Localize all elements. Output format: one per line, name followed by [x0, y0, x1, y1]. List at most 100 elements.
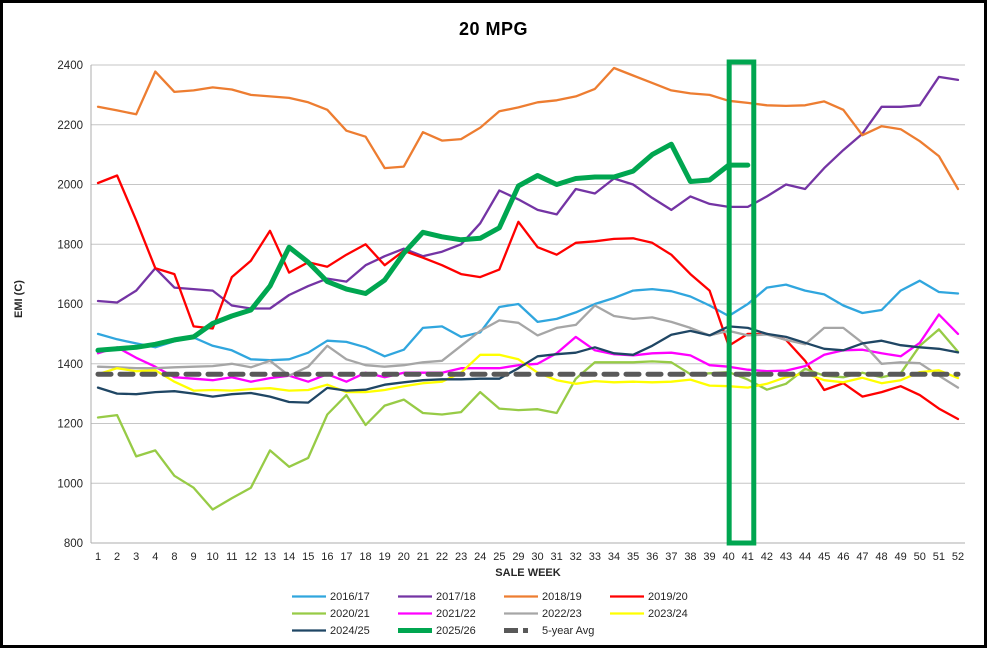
y-tick-label: 2400 — [57, 60, 83, 72]
series-line-2017-18[interactable] — [96, 75, 960, 310]
y-tick-label: 1600 — [57, 299, 83, 311]
x-tick-label: 52 — [952, 551, 964, 563]
legend-swatch — [504, 628, 538, 633]
x-tick-label: 48 — [875, 551, 887, 563]
x-tick-label: 35 — [627, 551, 639, 563]
legend-label: 2017/18 — [436, 590, 476, 603]
x-tick-label: 19 — [379, 551, 391, 563]
chart-title: 20 MPG — [458, 19, 529, 39]
x-tick-label: 34 — [608, 551, 620, 563]
highlight-box — [726, 59, 757, 546]
x-tick-label: 21 — [417, 551, 429, 563]
x-tick-label: 11 — [226, 551, 237, 563]
y-tick-label: 2200 — [57, 120, 83, 132]
legend-label: 2024/25 — [330, 624, 370, 637]
x-tick-label: 45 — [818, 551, 830, 563]
x-tick-label: 18 — [359, 551, 371, 563]
x-tick-label: 43 — [780, 551, 792, 563]
x-tick-label: 17 — [340, 551, 352, 563]
x-tick-label: 12 — [245, 551, 257, 563]
legend-label: 2022/23 — [542, 607, 582, 620]
series-line-2020-21[interactable] — [96, 328, 960, 511]
legend-swatch — [504, 595, 538, 598]
x-tick-label: 9 — [190, 551, 196, 563]
legend-label: 2016/17 — [330, 590, 370, 603]
legend-label: 2018/19 — [542, 590, 582, 603]
series-line-2022-23[interactable] — [96, 304, 960, 389]
x-tick-label: 29 — [512, 551, 524, 563]
x-tick-label: 31 — [551, 551, 563, 563]
legend-item-2022-23[interactable]: 2022/23 — [503, 608, 609, 620]
y-tick-label: 1200 — [57, 419, 83, 431]
legend-label: 2023/24 — [648, 607, 688, 620]
x-tick-label: 47 — [856, 551, 868, 563]
legend-label: 2020/21 — [330, 607, 370, 620]
series-line-2018-19[interactable] — [96, 66, 960, 191]
x-tick-label: 32 — [570, 551, 582, 563]
legend-swatch — [292, 595, 326, 598]
legend-label: 5-year Avg — [542, 624, 595, 637]
legend-item-2020-21[interactable]: 2020/21 — [291, 608, 397, 620]
legend-swatch — [610, 595, 644, 598]
x-tick-label: 42 — [761, 551, 773, 563]
x-tick-label: 46 — [837, 551, 849, 563]
x-tick-label: 36 — [646, 551, 658, 563]
x-tick-label: 16 — [321, 551, 333, 563]
legend-label: 2025/26 — [436, 624, 476, 637]
legend-swatch — [398, 612, 432, 615]
series-line-2016-17[interactable] — [96, 279, 960, 362]
x-tick-label: 2 — [114, 551, 120, 563]
x-tick-label: 50 — [914, 551, 926, 563]
series-line-2023-24[interactable] — [96, 353, 960, 394]
legend: 2016/17 2017/18 2018/19 2019/20 2020/21 2021/… — [291, 588, 715, 639]
x-tick-label: 49 — [895, 551, 907, 563]
legend-item-2017-18[interactable]: 2017/18 — [397, 591, 503, 603]
x-tick-label: 25 — [493, 551, 505, 563]
y-tick-label: 1000 — [57, 478, 83, 490]
x-tick-label: 8 — [171, 551, 177, 563]
x-axis-title: SALE WEEK — [495, 567, 561, 579]
legend-swatch — [504, 612, 538, 615]
legend-item-2025-26[interactable]: 2025/26 — [397, 625, 503, 637]
x-tick-label: 15 — [302, 551, 314, 563]
x-tick-label: 40 — [723, 551, 735, 563]
y-tick-label: 800 — [64, 538, 83, 550]
x-tick-label: 44 — [799, 551, 811, 563]
x-tick-label: 13 — [264, 551, 276, 563]
legend-swatch — [398, 628, 432, 633]
x-tick-label: 41 — [742, 551, 754, 563]
legend-item-2018-19[interactable]: 2018/19 — [503, 591, 609, 603]
legend-item-5-year-avg[interactable]: 5-year Avg — [503, 625, 609, 637]
legend-swatch — [398, 595, 432, 598]
x-tick-label: 14 — [283, 551, 295, 563]
x-tick-label: 3 — [133, 551, 139, 563]
x-tick-label: 33 — [589, 551, 601, 563]
series-line-2021-22[interactable] — [96, 313, 960, 383]
x-tick-label: 20 — [398, 551, 410, 563]
x-tick-label: 4 — [152, 551, 158, 563]
x-tick-label: 22 — [436, 551, 448, 563]
x-tick-label: 23 — [455, 551, 467, 563]
y-tick-label: 1800 — [57, 239, 83, 251]
legend-item-2023-24[interactable]: 2023/24 — [609, 608, 715, 620]
x-tick-label: 38 — [684, 551, 696, 563]
legend-label: 2019/20 — [648, 590, 688, 603]
x-tick-label: 39 — [703, 551, 715, 563]
legend-item-2016-17[interactable]: 2016/17 — [291, 591, 397, 603]
series-line-2024-25[interactable] — [96, 325, 960, 404]
legend-swatch — [610, 612, 644, 615]
legend-item-2024-25[interactable]: 2024/25 — [291, 625, 397, 637]
series-line-2025-26[interactable] — [95, 141, 751, 353]
y-tick-label: 1400 — [57, 359, 83, 371]
legend-item-2019-20[interactable]: 2019/20 — [609, 591, 715, 603]
x-tick-label: 30 — [531, 551, 543, 563]
legend-item-2021-22[interactable]: 2021/22 — [397, 608, 503, 620]
legend-swatch — [292, 629, 326, 632]
x-tick-label: 37 — [665, 551, 677, 563]
legend-swatch — [292, 612, 326, 615]
x-tick-label: 10 — [207, 551, 219, 563]
y-tick-label: 2000 — [57, 180, 83, 192]
x-tick-label: 51 — [933, 551, 945, 563]
